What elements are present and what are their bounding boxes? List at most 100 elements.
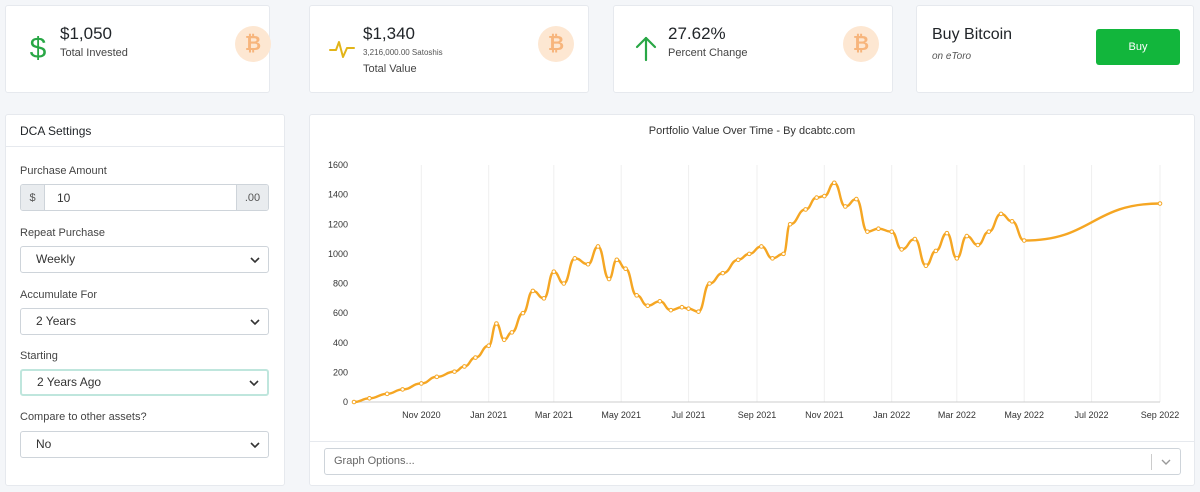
x-tick-label: Sep 2022	[1141, 410, 1180, 420]
starting-value: 2 Years Ago	[37, 375, 102, 389]
data-point	[501, 337, 507, 343]
x-tick-label: Jan 2022	[873, 410, 910, 420]
y-tick-label: 1000	[328, 249, 348, 259]
portfolio-chart-card: Portfolio Value Over Time - By dcabtc.co…	[309, 114, 1195, 486]
data-point	[854, 196, 859, 202]
buy-bitcoin-title: Buy Bitcoin	[932, 26, 1013, 43]
data-point	[606, 276, 612, 282]
data-point	[367, 395, 372, 401]
total-value-satoshis: 3,216,000.00 Satoshis	[363, 48, 443, 57]
graph-options-select[interactable]: Graph Options...	[324, 448, 1181, 475]
data-point	[843, 204, 848, 209]
x-tick-label: Jul 2021	[672, 410, 706, 420]
total-invested-value: $1,050	[60, 24, 112, 43]
data-point	[679, 304, 685, 310]
data-point	[585, 261, 591, 267]
data-point	[944, 230, 950, 236]
data-point	[814, 195, 819, 200]
portfolio-line-chart: Nov 2020 Jan 2021 Mar 2021 May 2021 Jul 2021…	[328, 160, 1180, 420]
y-tick-label: 0	[343, 397, 348, 407]
data-point	[803, 207, 808, 212]
data-point	[889, 229, 895, 234]
data-point	[899, 247, 904, 252]
starting-label: Starting	[20, 350, 58, 362]
dca-settings-panel: DCA Settings Purchase Amount $ .00 Repea…	[5, 114, 285, 486]
purchase-amount-input[interactable]	[45, 185, 236, 210]
data-point	[770, 256, 775, 261]
data-point	[657, 298, 663, 304]
bitcoin-badge-icon: ₿	[843, 26, 879, 62]
x-tick-label: Jul 2022	[1075, 410, 1109, 420]
bitcoin-badge-icon: ₿	[235, 26, 271, 62]
starting-select[interactable]: 2 Years Ago	[20, 369, 269, 396]
purchase-amount-label: Purchase Amount	[20, 165, 107, 177]
data-point	[551, 269, 557, 274]
y-tick-label: 400	[333, 338, 348, 348]
dca-settings-title: DCA Settings	[6, 115, 284, 147]
total-value-label: Total Value	[363, 63, 417, 75]
y-tick-label: 1400	[328, 190, 348, 200]
data-point	[520, 310, 526, 316]
data-point	[720, 270, 726, 276]
data-point	[787, 221, 793, 227]
data-point	[954, 256, 960, 261]
pulse-icon	[329, 41, 355, 58]
data-point	[668, 307, 674, 313]
data-point	[561, 281, 567, 286]
total-invested-label: Total Invested	[60, 47, 128, 59]
data-point	[452, 369, 457, 374]
compare-assets-value: No	[36, 437, 52, 451]
total-value-value: $1,340	[363, 24, 415, 43]
dollar-icon: $	[30, 32, 47, 64]
data-point	[986, 229, 992, 234]
data-point	[541, 296, 547, 301]
data-point	[876, 226, 881, 231]
data-point	[623, 266, 628, 271]
data-point	[400, 387, 405, 392]
x-tick-label: May 2022	[1004, 410, 1044, 420]
x-tick-label: Mar 2021	[535, 410, 573, 420]
y-tick-label: 1200	[328, 219, 348, 229]
data-point	[486, 343, 492, 349]
accumulate-for-label: Accumulate For	[20, 289, 98, 301]
graph-options-placeholder: Graph Options...	[334, 455, 415, 467]
buy-button[interactable]: Buy	[1096, 29, 1180, 65]
chevron-down-icon	[249, 379, 259, 386]
data-point	[912, 236, 918, 242]
data-point	[759, 244, 764, 249]
compare-assets-select[interactable]: No	[20, 431, 269, 458]
graph-options-separator	[1151, 454, 1152, 470]
data-point	[964, 233, 970, 239]
bitcoin-badge-icon: ₿	[538, 26, 574, 62]
repeat-purchase-label: Repeat Purchase	[20, 227, 105, 239]
buy-bitcoin-subtitle: on eToro	[932, 51, 972, 62]
repeat-purchase-select[interactable]: Weekly	[20, 246, 269, 273]
accumulate-for-select[interactable]: 2 Years	[20, 308, 269, 335]
percent-change-value: 27.62%	[668, 24, 726, 43]
data-point	[975, 242, 981, 248]
chart-title: Portfolio Value Over Time - By dcabtc.co…	[648, 125, 856, 137]
buy-bitcoin-card: Buy Bitcoin on eToro Buy	[916, 5, 1194, 93]
data-point	[473, 355, 478, 360]
data-point	[923, 263, 929, 269]
data-point	[645, 303, 650, 309]
data-point	[696, 309, 701, 314]
stat-card-percent-change: 27.62% Percent Change ₿	[613, 5, 893, 93]
data-point	[822, 193, 827, 199]
cents-suffix: .00	[236, 185, 268, 210]
y-tick-label: 200	[333, 367, 348, 377]
y-tick-label: 1600	[328, 160, 348, 170]
data-point	[1157, 201, 1163, 206]
y-tick-label: 800	[333, 279, 348, 289]
chart-divider	[310, 441, 1194, 442]
data-point	[865, 229, 870, 234]
svg-text:$: $	[30, 32, 47, 64]
repeat-purchase-value: Weekly	[36, 252, 76, 266]
chevron-down-icon	[250, 256, 260, 263]
percent-change-label: Percent Change	[668, 47, 748, 59]
chevron-down-icon	[250, 441, 260, 448]
data-point	[998, 211, 1004, 217]
data-point	[419, 381, 424, 386]
data-point	[686, 306, 691, 311]
currency-prefix: $	[21, 185, 45, 210]
